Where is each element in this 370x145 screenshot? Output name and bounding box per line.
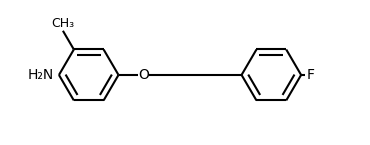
Text: CH₃: CH₃ xyxy=(51,17,74,30)
Text: F: F xyxy=(307,68,315,82)
Text: O: O xyxy=(138,68,149,82)
Text: H₂N: H₂N xyxy=(28,68,54,82)
